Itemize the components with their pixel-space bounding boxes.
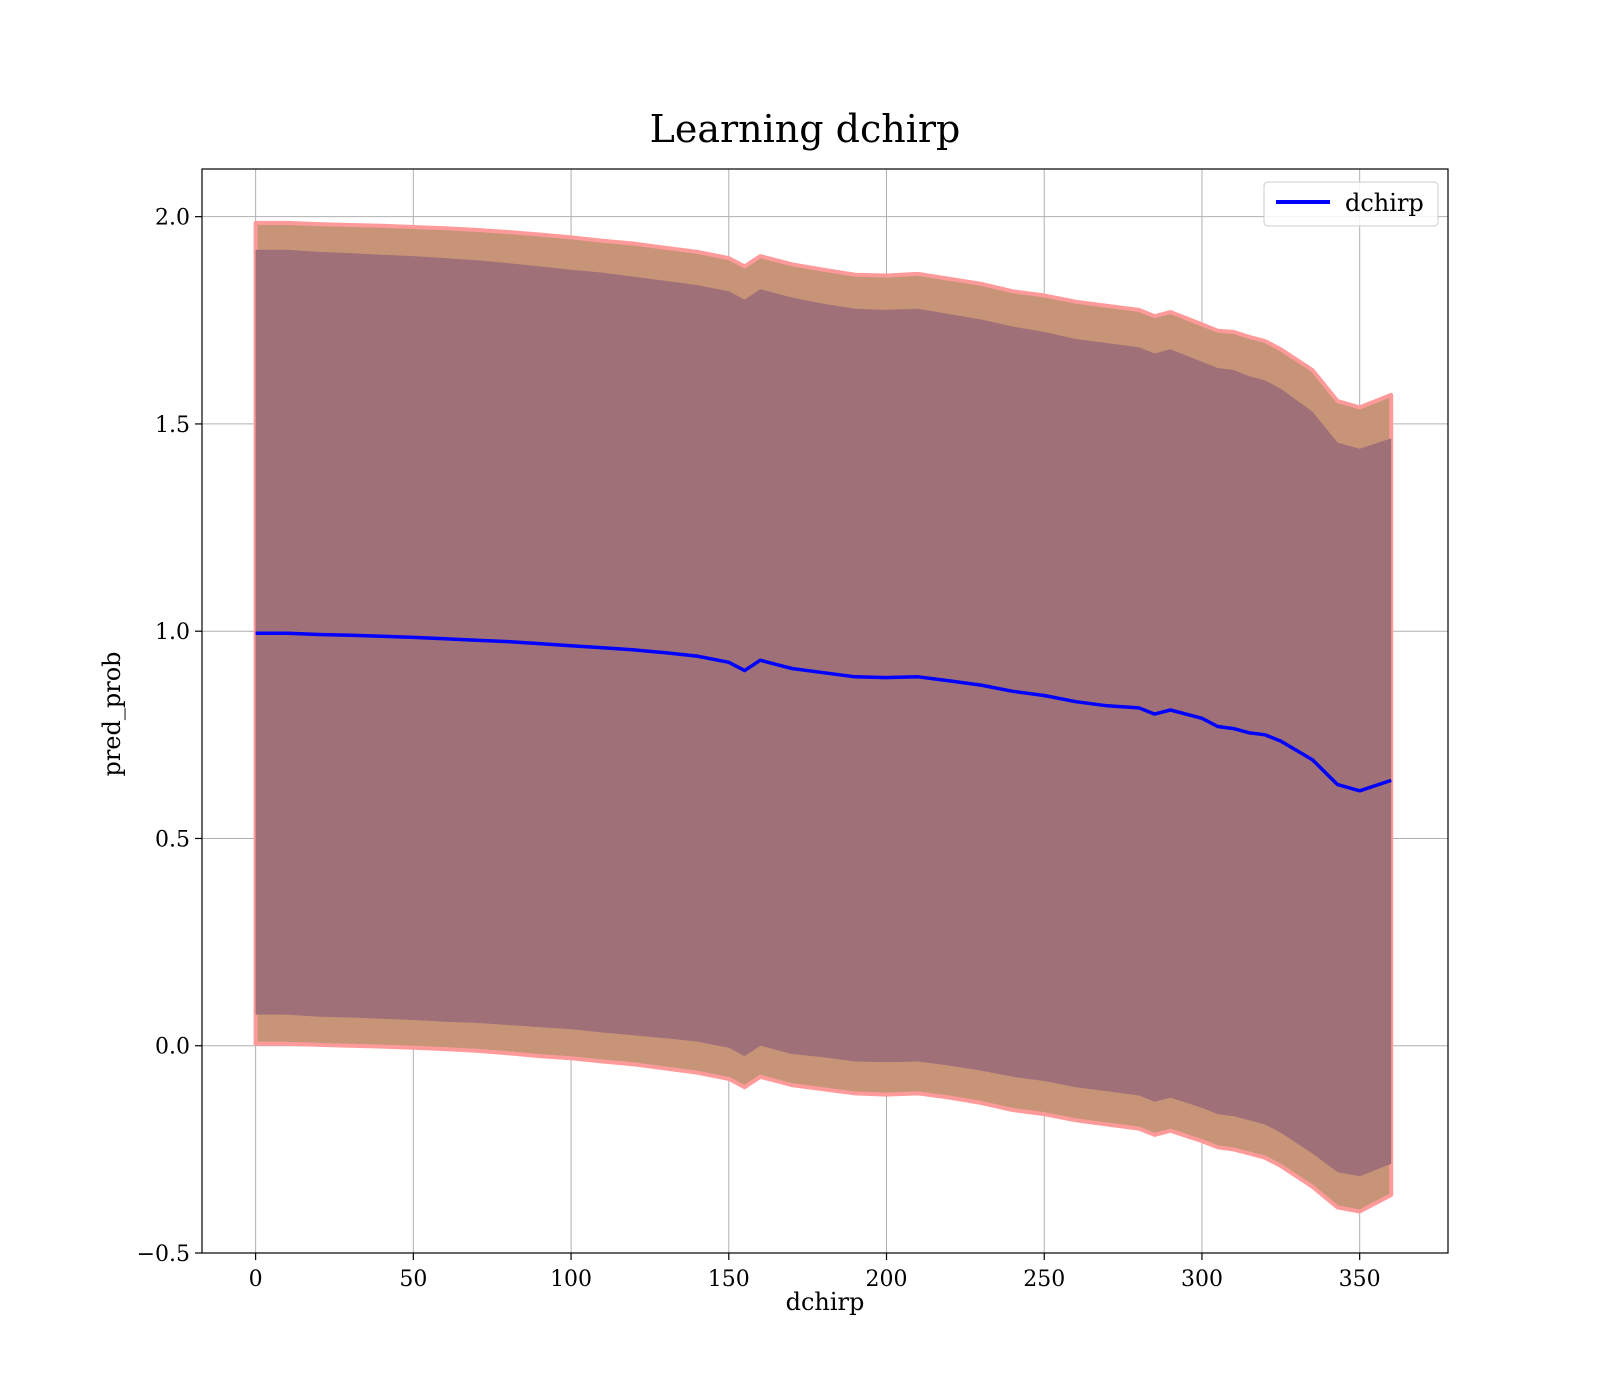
x-axis-label: dchirp	[786, 1288, 865, 1316]
x-tick-label-1: 50	[399, 1267, 427, 1292]
legend: dchirp	[1263, 181, 1439, 227]
x-tick-label-2: 100	[550, 1267, 592, 1292]
y-tick-label-1: 0.0	[155, 1035, 190, 1060]
x-tick-label-5: 250	[1023, 1267, 1065, 1292]
x-tick-label-4: 200	[866, 1267, 908, 1292]
x-tick-label-3: 150	[708, 1267, 750, 1292]
chart-title: Learning dchirp	[650, 107, 961, 151]
y-axis-label: pred_prob	[98, 651, 126, 776]
x-tick-label-6: 300	[1181, 1267, 1223, 1292]
y-tick-label-3: 1.0	[155, 620, 190, 645]
y-tick-label-5: 2.0	[155, 206, 190, 231]
y-tick-label-0: −0.5	[137, 1242, 190, 1267]
y-tick-label-2: 0.5	[155, 827, 190, 852]
confidence-bands	[253, 220, 1394, 1214]
x-tick-label-7: 350	[1339, 1267, 1381, 1292]
legend-label-dchirp: dchirp	[1345, 189, 1424, 217]
y-tick-label-4: 1.5	[155, 413, 190, 438]
x-tick-label-0: 0	[249, 1267, 263, 1292]
inner-band	[255, 249, 1392, 1177]
plot-frame	[201, 168, 1449, 1254]
series-lines	[255, 631, 1392, 793]
axis-ticks: 0 50 100 150 200 250 300 350 −0.5 0.0 0.5 1.0 1.5 2.0	[137, 206, 1381, 1292]
legend-box	[1263, 181, 1439, 227]
series-line-0	[255, 631, 1392, 793]
